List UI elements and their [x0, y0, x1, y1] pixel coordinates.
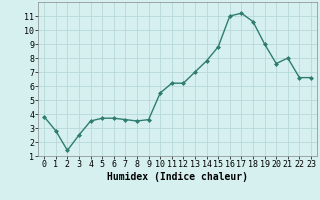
X-axis label: Humidex (Indice chaleur): Humidex (Indice chaleur): [107, 172, 248, 182]
